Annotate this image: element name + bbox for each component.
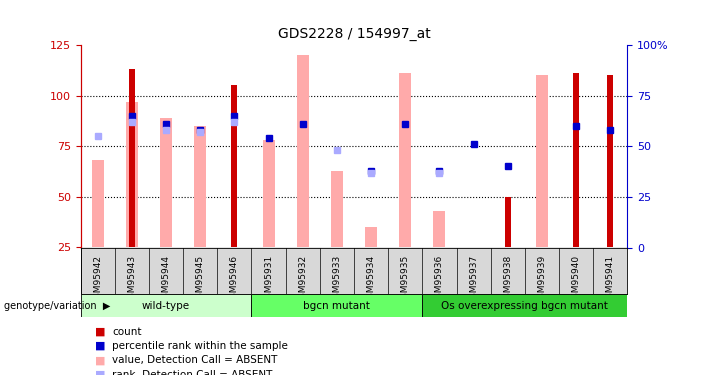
Bar — [126, 102, 138, 248]
Bar — [400, 74, 411, 248]
Text: GSM95939: GSM95939 — [538, 255, 547, 304]
Text: bgcn mutant: bgcn mutant — [304, 301, 370, 310]
Text: GSM95936: GSM95936 — [435, 255, 444, 304]
Text: GSM95934: GSM95934 — [367, 255, 376, 304]
Text: rank, Detection Call = ABSENT: rank, Detection Call = ABSENT — [112, 370, 273, 375]
Text: GSM95944: GSM95944 — [161, 255, 170, 303]
Text: ■: ■ — [95, 327, 105, 337]
Bar — [433, 211, 445, 248]
Text: GSM95945: GSM95945 — [196, 255, 205, 304]
Text: GSM95940: GSM95940 — [571, 255, 580, 304]
Text: GSM95942: GSM95942 — [93, 255, 102, 303]
Text: ■: ■ — [95, 341, 105, 351]
Text: count: count — [112, 327, 142, 337]
Text: GSM95935: GSM95935 — [401, 255, 410, 304]
Bar — [129, 69, 135, 248]
Bar — [263, 140, 275, 248]
Bar — [252, 294, 422, 317]
Bar — [194, 126, 206, 248]
Text: GSM95937: GSM95937 — [469, 255, 478, 304]
Bar — [422, 294, 627, 317]
Bar — [81, 294, 252, 317]
Bar — [231, 86, 238, 248]
Text: value, Detection Call = ABSENT: value, Detection Call = ABSENT — [112, 356, 278, 365]
Text: wild-type: wild-type — [142, 301, 190, 310]
Text: ■: ■ — [95, 356, 105, 365]
Bar — [92, 160, 104, 248]
Bar — [297, 55, 308, 248]
Bar — [607, 75, 613, 248]
Text: Os overexpressing bgcn mutant: Os overexpressing bgcn mutant — [442, 301, 608, 310]
Text: GSM95943: GSM95943 — [128, 255, 137, 304]
Title: GDS2228 / 154997_at: GDS2228 / 154997_at — [278, 27, 430, 41]
Text: GSM95946: GSM95946 — [230, 255, 239, 304]
Text: ■: ■ — [95, 370, 105, 375]
Text: GSM95933: GSM95933 — [332, 255, 341, 304]
Bar — [160, 118, 172, 248]
Text: GSM95941: GSM95941 — [606, 255, 615, 304]
Text: GSM95931: GSM95931 — [264, 255, 273, 304]
Text: genotype/variation  ▶: genotype/variation ▶ — [4, 301, 110, 310]
Bar — [505, 197, 511, 248]
Bar — [536, 75, 548, 248]
Text: percentile rank within the sample: percentile rank within the sample — [112, 341, 288, 351]
Text: GSM95932: GSM95932 — [298, 255, 307, 304]
Bar — [573, 74, 579, 248]
Bar — [365, 227, 377, 248]
Bar — [331, 171, 343, 248]
Text: GSM95938: GSM95938 — [503, 255, 512, 304]
